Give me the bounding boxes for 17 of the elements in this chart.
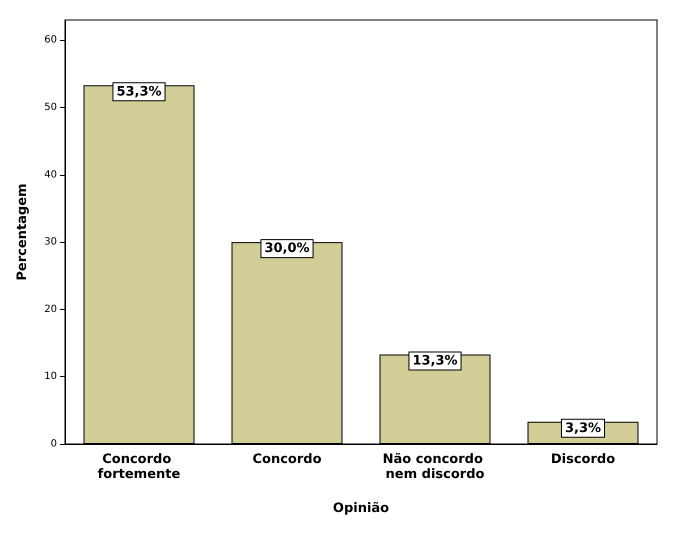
y-tick-label: 0 xyxy=(50,438,57,450)
y-tick-label: 20 xyxy=(44,304,57,315)
y-tick-label: 40 xyxy=(44,169,57,180)
y-tick-label: 10 xyxy=(44,371,57,382)
y-tick-label: 50 xyxy=(44,102,57,113)
x-tick-label: Concordo fortemente xyxy=(98,452,181,482)
x-tick-label: Concordo xyxy=(252,452,322,467)
x-tick-label: Discordo xyxy=(550,452,616,467)
data-label: 3,3% xyxy=(564,420,602,436)
x-tick-label: Não concordo nem discordo xyxy=(382,452,488,482)
y-tick-label: 30 xyxy=(44,236,57,248)
x-axis-title: Opinião xyxy=(332,501,390,516)
data-label: 13,3% xyxy=(412,353,458,368)
data-label: 30,0% xyxy=(264,241,310,256)
y-axis-title: Percentagem xyxy=(15,183,30,281)
y-tick-label: 60 xyxy=(44,34,57,46)
data-label: 53,3% xyxy=(116,84,162,100)
